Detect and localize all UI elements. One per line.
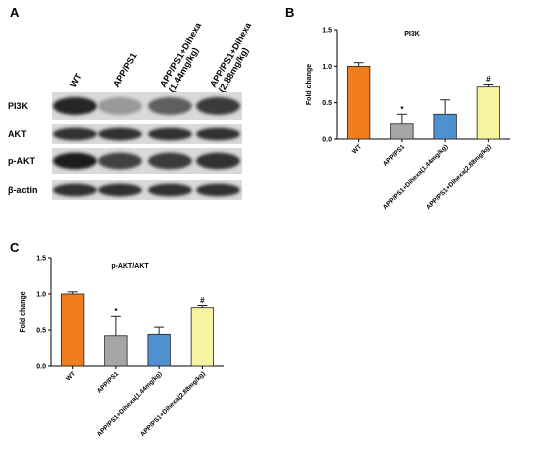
bar [476,86,501,140]
blot-row-label: AKT [8,129,27,139]
y-tick-label: 0.0 [36,364,46,371]
lane-label-line: APP/PS1 [111,51,139,89]
bar [104,335,128,367]
y-tick-label: 0.5 [36,328,46,335]
blot-band [98,127,142,141]
bar [190,307,215,367]
blot-row: β-actin [8,180,242,200]
significance-mark: # [486,75,491,84]
blot-row: AKT [8,124,242,144]
blot-band [98,97,142,115]
y-axis-label: Fold change [20,291,27,332]
significance-mark: * [114,307,118,316]
panel-b-letter: B [285,5,294,20]
y-tick-label: 1.0 [322,64,332,71]
blot-band [196,127,240,141]
y-tick-label: 1.5 [322,28,332,35]
lane-label: WT [68,71,84,89]
lane-label: APP/PS1+Dihexa(1.44mg/kg) [158,20,212,94]
lane-label: APP/PS1+Dihexa(2.88mg/kg) [208,20,262,94]
lane-label-line: WT [68,71,84,89]
blot-band [148,97,192,115]
panel-a-letter: A [10,5,20,20]
blot-band [53,183,97,197]
y-tick-label: 1.0 [36,292,46,299]
blot-band [98,152,142,170]
blot-band [53,97,97,115]
blot-row-label: β-actin [8,185,38,195]
panel-c-letter: C [10,240,20,255]
significance-mark: # [200,296,205,305]
bar [390,123,414,140]
blot-band [53,152,97,170]
blot-lane-labels: WT APP/PS1 APP/PS1+Dihexa(1.44mg/kg) APP/PS… [68,20,262,94]
blot-strip [52,180,242,200]
bar [433,113,457,140]
blot-band [148,127,192,141]
blot-band [196,152,240,170]
x-tick-label: WT [65,370,77,382]
lane-label: APP/PS1 [111,51,139,89]
blot-strip [52,124,242,144]
x-tick-label: WT [351,143,363,155]
y-tick-label: 0.0 [322,137,332,144]
bar [60,293,85,367]
blot-band [148,152,192,170]
blot-row-label: p-AKT [8,156,35,166]
y-tick-label: 0.5 [322,100,332,107]
significance-mark: * [400,105,404,114]
blot-band [148,183,192,197]
blot-row: PI3K [8,92,242,120]
chart-title: PI3K [404,31,420,38]
blot-band [196,97,240,115]
bar [147,333,171,367]
bar [346,65,371,140]
y-axis-label: Fold change [306,64,313,105]
x-tick-label: APP/PS1 [96,370,121,395]
blot-band [98,183,142,197]
x-tick-label: APP/PS1 [382,143,407,168]
chart-title: p-AKT/AKT [111,263,149,270]
blot-row: p-AKT [8,148,242,174]
blot-row-label: PI3K [8,101,29,111]
blot-band [196,183,240,197]
western-blot: WT APP/PS1 APP/PS1+Dihexa(1.44mg/kg) APP/PS… [8,20,262,200]
y-tick-label: 1.5 [36,256,46,263]
blot-rows: PI3K AKT p-AKT β-actin [8,92,242,200]
blot-band [53,127,97,141]
chart-pakt-akt: p-AKT/AKT Fold change 0.0 0.5 1.0 1.5 WT * APP/P… [20,256,224,438]
